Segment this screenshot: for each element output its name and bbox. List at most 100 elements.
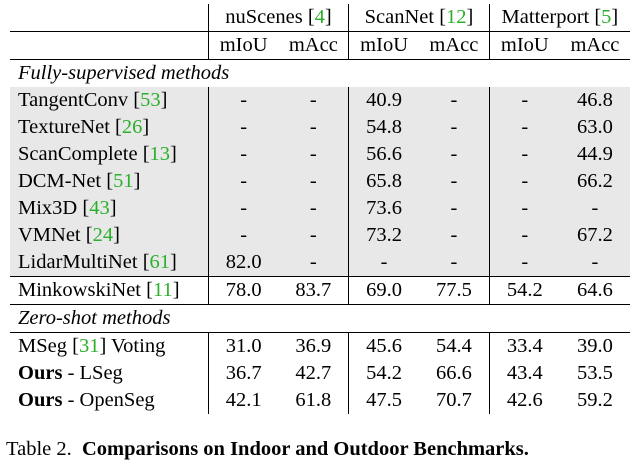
value-cell: 66.6 [435,362,472,384]
citation-ref: 53 [140,89,161,111]
value-cell: - [278,222,349,249]
value-cell: - [418,249,490,277]
citation-ref: 51 [113,170,134,192]
section-title-supervised: Fully-supervised methods [10,59,630,87]
citation-ref: 43 [89,197,110,219]
table-row: Ours - OpenSeg 42.1 61.8 47.5 70.7 42.6 59.2 [10,387,630,414]
value-cell: - [278,114,349,141]
value-cell: - [348,249,419,277]
value-cell: 70.7 [435,389,472,411]
value-cell: 40.9 [348,87,419,114]
citation-ref: 24 [92,224,114,246]
value-cell: - [278,195,349,222]
value-cell: - [207,114,279,141]
metric-header: mIoU [488,31,560,60]
value-cell: - [278,141,349,168]
value-cell: - [488,114,560,141]
value-cell: 67.2 [559,222,630,249]
value-cell: 73.2 [348,222,419,249]
value-cell: 53.5 [576,362,613,384]
value-cell: - [418,222,490,249]
dataset-header-scannet: ScanNet [12] [348,4,490,32]
table-row: LidarMultiNet [61] 82.0- - - - - [10,249,630,277]
citation-ref: 61 [149,251,171,273]
value-cell: - [278,249,349,277]
value-cell: 54.2 [488,276,560,305]
dataset-header-matterport: Matterport [5] [488,4,630,32]
section-row-supervised: Fully-supervised methods [10,59,630,87]
value-cell: - [207,222,279,249]
value-cell: - [488,141,560,168]
method-name-cell: TextureNet [26] [10,114,209,141]
value-cell: 61.8 [295,389,332,411]
section-title-zero-shot: Zero-shot methods [10,304,630,333]
value-cell: - [418,87,490,114]
value-cell: 43.4 [488,360,560,387]
value-cell: 31.0 [207,332,279,360]
method-name-cell: LidarMultiNet [61] [10,249,209,277]
table-row: VMNet [24] - -73.2- -67.2 [10,222,630,249]
value-cell: 36.9 [278,332,349,360]
value-cell: - [418,114,490,141]
table-caption: Table 2. Comparisons on Indoor and Outdo… [6,438,640,461]
metric-header: mIoU [207,31,279,60]
method-name-cell: TangentConv [53] [10,87,209,114]
method-name-cell: DCM-Net [51] [10,168,209,195]
value-cell: 42.6 [488,387,560,414]
value-cell: 64.6 [559,276,630,305]
method-suffix: Voting [106,335,166,357]
table-row: ScanComplete [13] - -56.6- -44.9 [10,141,630,168]
value-cell: 33.4 [488,332,560,360]
method-name: TextureNet [18,116,110,138]
value-cell: - [559,195,630,222]
table-row: Mix3D [43] - -73.6- - - [10,195,630,222]
value-cell: 44.9 [559,141,630,168]
table-row: DCM-Net [51] - -65.8- -66.2 [10,168,630,195]
value-cell: - [418,141,490,168]
method-name-bold: Ours [18,389,63,411]
header-blank-cell [10,4,208,32]
value-cell: - [207,168,279,195]
value-cell: - [207,195,279,222]
value-cell: - [207,87,279,114]
value-cell: 83.7 [278,276,349,305]
method-name-bold: Ours [18,362,63,384]
metric-header: mIoU [348,31,419,60]
value-cell: - [278,168,349,195]
method-name: ScanComplete [18,143,138,165]
method-name: - LSeg [62,362,123,384]
value-cell: 82.0 [207,249,279,277]
table-row: MinkowskiNet [11] 78.0 83.7 69.0 77.5 54.2 64.… [10,276,630,305]
method-name: Mix3D [18,197,78,219]
benchmark-table: nuScenes [4] ScanNet [12] Matterport [5]… [10,4,630,414]
table-row: TangentConv [53] - -40.9- -46.8 [10,87,630,114]
value-cell: 69.0 [348,276,419,305]
value-cell: - [207,141,279,168]
method-name-cell: MinkowskiNet [11] [10,276,209,305]
citation-ref: 26 [121,116,143,138]
value-cell: - [488,249,560,277]
method-name: VMNet [18,224,81,246]
value-cell: 56.6 [348,141,419,168]
value-cell: 45.6 [348,332,419,360]
value-cell: 46.8 [559,87,630,114]
value-cell: 54.8 [348,114,419,141]
metric-blank-cell [10,31,209,60]
value-cell: 47.5 [348,387,419,414]
value-cell: 77.5 [418,276,490,305]
table-row: TextureNet [26] - -54.8- -63.0 [10,114,630,141]
value-cell: 73.6 [348,195,419,222]
method-name: MinkowskiNet [18,279,141,301]
value-cell: - [278,87,349,114]
value-cell: 54.2 [348,360,419,387]
method-name-cell: Ours - OpenSeg [10,387,208,414]
value-cell: - [488,222,560,249]
method-name-cell: ScanComplete [13] [10,141,209,168]
metric-header: mAcc [278,31,349,60]
method-name: MSeg [18,335,67,357]
method-name-cell: MSeg [31] Voting [10,332,209,360]
value-cell: - [418,168,490,195]
value-cell: 42.7 [295,362,332,384]
metric-header: mAcc [418,31,490,60]
section-row-zero-shot: Zero-shot methods [10,304,630,333]
